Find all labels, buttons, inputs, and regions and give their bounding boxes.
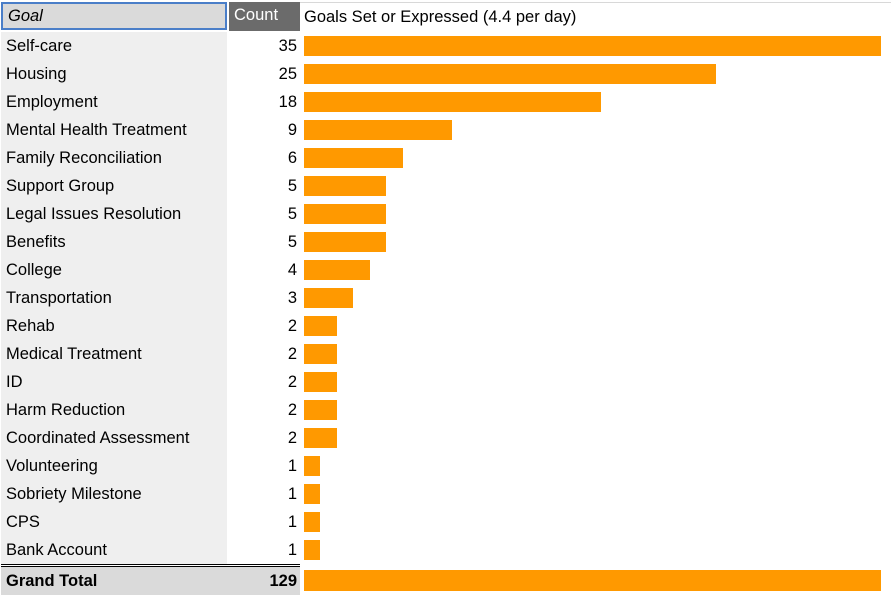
goal-count: 5 [287, 205, 297, 223]
table-row[interactable]: Family Reconciliation 6 [0, 144, 891, 172]
goal-bar [304, 120, 452, 140]
goal-label: Family Reconciliation [6, 149, 162, 167]
header-top-border [300, 2, 891, 3]
goal-bar [304, 260, 370, 280]
goal-label: Legal Issues Resolution [6, 205, 182, 223]
goal-label: Support Group [6, 177, 115, 195]
goal-bar [304, 484, 320, 504]
table-row[interactable]: Housing 25 [0, 60, 891, 88]
goal-label: Volunteering [6, 457, 98, 475]
goal-bar [304, 344, 337, 364]
goal-count: 5 [287, 233, 297, 251]
grand-total-row[interactable]: Grand Total 129 [0, 567, 891, 595]
goal-bar [304, 176, 386, 196]
goal-count: 2 [287, 317, 297, 335]
goal-count: 1 [287, 457, 297, 475]
goal-bar [304, 512, 320, 532]
goal-bar [304, 428, 337, 448]
table-row[interactable]: Transportation 3 [0, 284, 891, 312]
goal-count: 9 [287, 121, 297, 139]
table-row[interactable]: Rehab 2 [0, 312, 891, 340]
goal-label: Harm Reduction [6, 401, 126, 419]
goal-label: Benefits [6, 233, 66, 251]
goal-label: Coordinated Assessment [6, 429, 190, 447]
goal-bar [304, 92, 601, 112]
table-row[interactable]: Volunteering 1 [0, 452, 891, 480]
table-row[interactable]: Harm Reduction 2 [0, 396, 891, 424]
goal-bar [304, 456, 320, 476]
goal-count: 1 [287, 513, 297, 531]
goal-bar [304, 372, 337, 392]
goal-label: College [6, 261, 62, 279]
grand-total-label: Grand Total [6, 572, 98, 590]
goal-count: 2 [287, 401, 297, 419]
table-row[interactable]: Self-care 35 [0, 32, 891, 60]
goal-count: 2 [287, 373, 297, 391]
table-row[interactable]: Bank Account 1 [0, 536, 891, 564]
goal-label: Housing [6, 65, 67, 83]
goal-label: Employment [6, 93, 98, 111]
table-row[interactable]: Coordinated Assessment 2 [0, 424, 891, 452]
goal-count: 1 [287, 485, 297, 503]
goal-label: Sobriety Milestone [6, 485, 142, 503]
table-row[interactable]: Employment 18 [0, 88, 891, 116]
total-row-background [1, 567, 300, 595]
goal-count: 1 [287, 541, 297, 559]
table-row[interactable]: Mental Health Treatment 9 [0, 116, 891, 144]
count-column-header[interactable]: Count [229, 2, 300, 31]
goal-count: 18 [278, 93, 297, 111]
table-row[interactable]: Legal Issues Resolution 5 [0, 200, 891, 228]
table-row[interactable]: Support Group 5 [0, 172, 891, 200]
goal-bar [304, 36, 881, 56]
goal-bar [304, 400, 337, 420]
table-row[interactable]: Medical Treatment 2 [0, 340, 891, 368]
goal-label: Mental Health Treatment [6, 121, 187, 139]
goal-count: 5 [287, 177, 297, 195]
table-row[interactable]: College 4 [0, 256, 891, 284]
goal-count: 2 [287, 345, 297, 363]
goal-label: Bank Account [6, 541, 107, 559]
goal-label: Rehab [6, 317, 55, 335]
goal-label: Transportation [6, 289, 112, 307]
table-row[interactable]: ID 2 [0, 368, 891, 396]
grand-total-bar [304, 570, 881, 591]
goal-label: CPS [6, 513, 40, 531]
goal-count: 3 [287, 289, 297, 307]
goal-bar [304, 540, 320, 560]
goal-bar [304, 64, 716, 84]
goal-bar [304, 288, 353, 308]
table-row[interactable]: Benefits 5 [0, 228, 891, 256]
goal-bar [304, 316, 337, 336]
goal-label: ID [6, 373, 23, 391]
goal-bar [304, 148, 403, 168]
goal-count: 6 [287, 149, 297, 167]
total-separator [1, 564, 300, 567]
goal-count: 4 [287, 261, 297, 279]
goal-bar [304, 232, 386, 252]
table-row[interactable]: CPS 1 [0, 508, 891, 536]
goal-column-header[interactable]: Goal [1, 2, 227, 30]
goal-label: Medical Treatment [6, 345, 142, 363]
goal-count: 35 [278, 37, 297, 55]
goal-count: 2 [287, 429, 297, 447]
table-row[interactable]: Sobriety Milestone 1 [0, 480, 891, 508]
goal-label: Self-care [6, 37, 73, 55]
chart-title: Goals Set or Expressed (4.4 per day) [304, 8, 577, 26]
goal-label-column [1, 32, 227, 565]
goal-count: 25 [278, 65, 297, 83]
grand-total-count: 129 [269, 572, 297, 590]
goal-bar [304, 204, 386, 224]
